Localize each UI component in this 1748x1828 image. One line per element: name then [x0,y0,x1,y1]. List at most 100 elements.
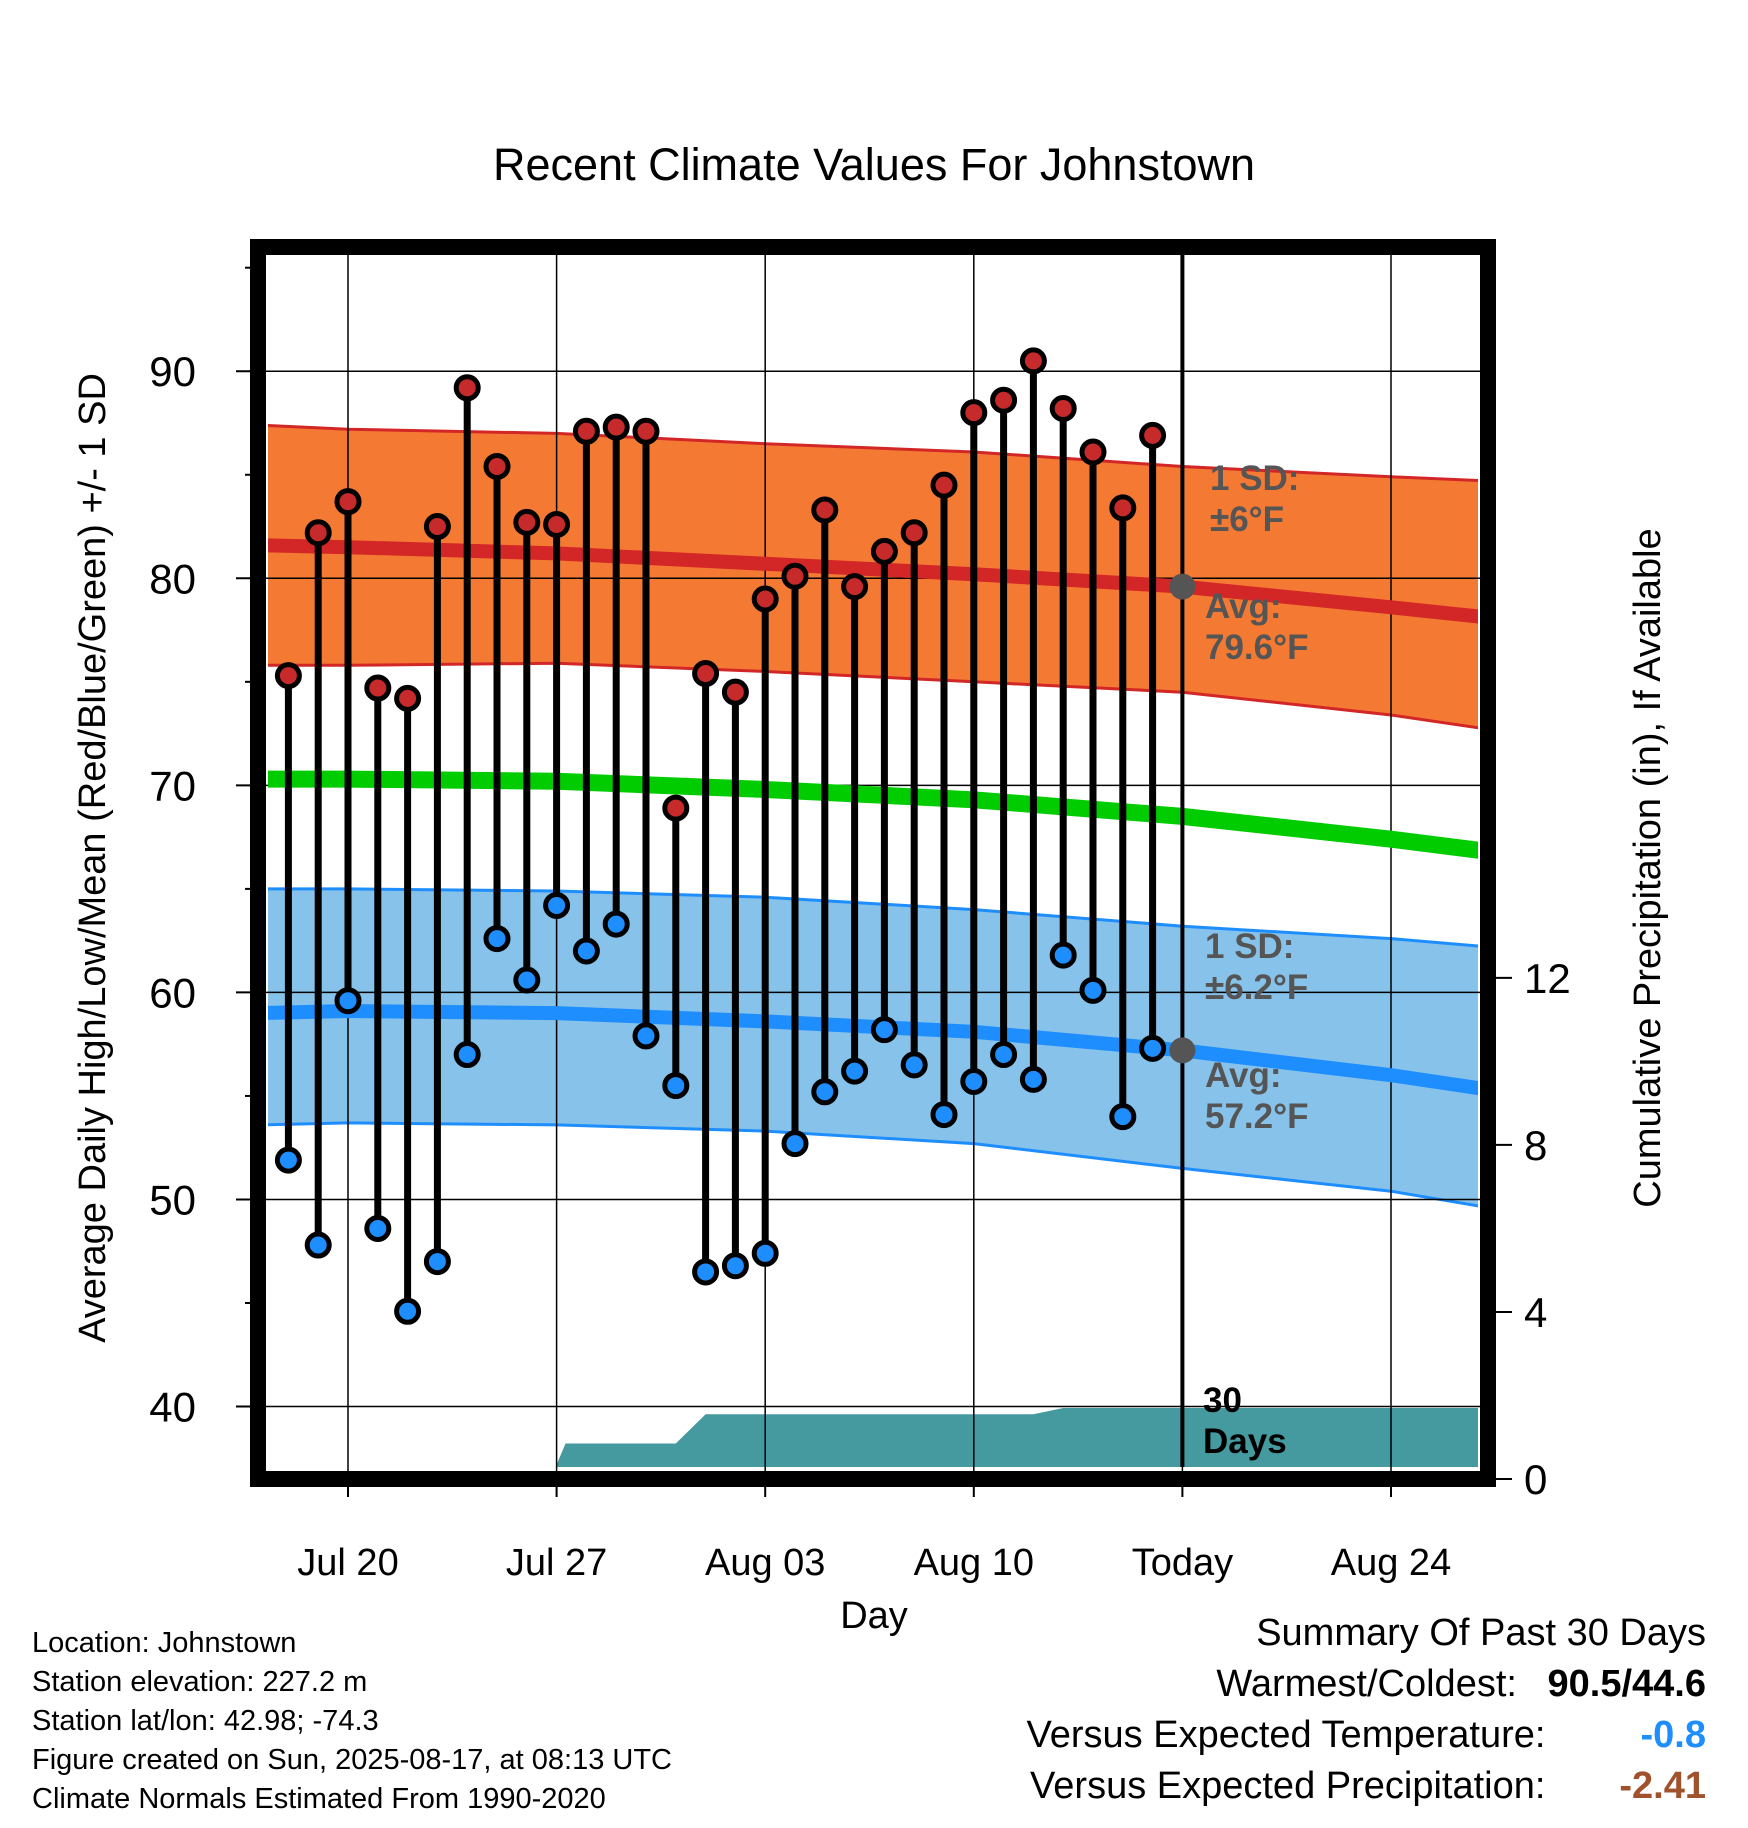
y-tick-label: 80 [149,555,196,602]
daily-low-point [811,1078,839,1106]
daily-low-point [304,1231,332,1259]
low-sd-upper-line [268,887,1478,948]
daily-low-point [870,1016,898,1044]
x-tick-label: Jul 27 [506,1542,607,1584]
y-tick-label: 90 [149,348,196,395]
daily-low-point [364,1214,392,1242]
daily-low-point [423,1248,451,1276]
daily-high-point [811,496,839,524]
high-sd-annotation: 1 SD: [1210,459,1299,498]
daily-high-point [304,519,332,547]
summary-temp-label: Versus Expected Temperature: [1026,1714,1546,1756]
x-axis-label: Day [840,1595,908,1637]
daily-low-point [334,987,362,1015]
summary-warmest-label: Warmest/Coldest: [1216,1663,1517,1705]
precip-days-annotation: Days [1203,1422,1287,1461]
summary-warmest-value: 90.5/44.6 [1547,1663,1706,1705]
summary-precip-row: Versus Expected Precipitation: -2.41 [1027,1761,1706,1812]
info-normals: Climate Normals Estimated From 1990-2020 [32,1783,606,1815]
daily-high-point [1049,395,1077,423]
daily-low-point [453,1041,481,1069]
low-avg-annotation: Avg: [1205,1056,1281,1095]
low-sd-annotation: 1 SD: [1205,927,1294,966]
daily-low-point [513,966,541,994]
precip-days-annotation: 30 [1203,1381,1242,1420]
info-created: Figure created on Sun, 2025-08-17, at 08… [32,1744,672,1776]
summary-temp-value: -0.8 [1640,1714,1706,1756]
daily-high-point [1079,438,1107,466]
x-tick-label: Aug 24 [1331,1542,1451,1584]
info-latlon: Station lat/lon: 42.98; -74.3 [32,1705,379,1737]
daily-high-point [364,674,392,702]
daily-high-point [543,510,571,538]
daily-high-point [900,519,928,547]
daily-low-point [543,891,571,919]
daily-low-point [1049,941,1077,969]
x-tick-label: Today [1132,1542,1233,1584]
daily-low-point [483,925,511,953]
y-tick-label: 40 [149,1384,196,1431]
daily-low-point [602,910,630,938]
low-avg-annotation: 57.2°F [1205,1097,1309,1136]
daily-low-point [990,1041,1018,1069]
y-tick-label: 60 [149,969,196,1016]
cumulative-precip-area [555,1408,1478,1467]
x-tick-label: Jul 20 [297,1542,398,1584]
today-normal-low-point [1169,1037,1196,1064]
daily-low-point [1139,1034,1167,1062]
daily-high-point [781,562,809,590]
high-sd-lower-line [268,661,1478,730]
summary-temp-row: Versus Expected Temperature: -0.8 [1027,1710,1706,1761]
daily-low-point [751,1239,779,1267]
y2-axis-label: Cumulative Precipitation (in), If Availa… [1627,528,1669,1207]
plot-frame [250,239,1496,1487]
summary-panel: Summary Of Past 30 Days Warmest/Coldest:… [1027,1608,1706,1812]
daily-high-point [513,508,541,536]
normal-high-line [268,538,1478,624]
daily-high-point [602,413,630,441]
y2-tick-label: 0 [1524,1456,1547,1503]
y-tick-label: 70 [149,762,196,809]
daily-low-point [572,937,600,965]
daily-high-point [632,417,660,445]
y2-tick-label: 12 [1524,955,1571,1002]
summary-precip-value: -2.41 [1619,1765,1706,1807]
daily-high-point [394,684,422,712]
y-tick-label: 50 [149,1176,196,1223]
info-elevation: Station elevation: 227.2 m [32,1666,368,1698]
normal-mean-line [268,770,1478,859]
high-sd-upper-line [268,424,1478,483]
low-sd-lower-line [268,1121,1478,1208]
daily-high-point [662,794,690,822]
high-avg-annotation: Avg: [1205,587,1281,626]
daily-high-point [274,662,302,690]
daily-high-point [930,471,958,499]
low-sd-band [268,888,1478,1206]
normal-low-line [268,1003,1478,1096]
daily-high-point [423,513,451,541]
today-normal-high-point [1169,573,1196,600]
daily-low-point [721,1252,749,1280]
daily-high-point [334,488,362,516]
daily-high-point [721,678,749,706]
daily-high-point [870,537,898,565]
daily-high-point [1019,347,1047,375]
high-sd-annotation: ±6°F [1210,500,1284,539]
daily-low-point [1109,1103,1137,1131]
daily-high-point [841,573,869,601]
x-tick-label: Aug 03 [705,1542,825,1584]
daily-low-point [960,1067,988,1095]
high-avg-annotation: 79.6°F [1205,628,1309,667]
summary-title: Summary Of Past 30 Days [1256,1612,1706,1654]
daily-low-point [274,1146,302,1174]
summary-precip-label: Versus Expected Precipitation: [1030,1765,1546,1807]
daily-high-point [751,585,779,613]
info-location: Location: Johnstown [32,1627,297,1659]
daily-low-point [841,1057,869,1085]
low-sd-annotation: ±6.2°F [1205,968,1308,1007]
daily-low-point [632,1022,660,1050]
daily-high-point [1139,421,1167,449]
daily-low-point [781,1130,809,1158]
chart-title: Recent Climate Values For Johnstown [493,139,1255,190]
